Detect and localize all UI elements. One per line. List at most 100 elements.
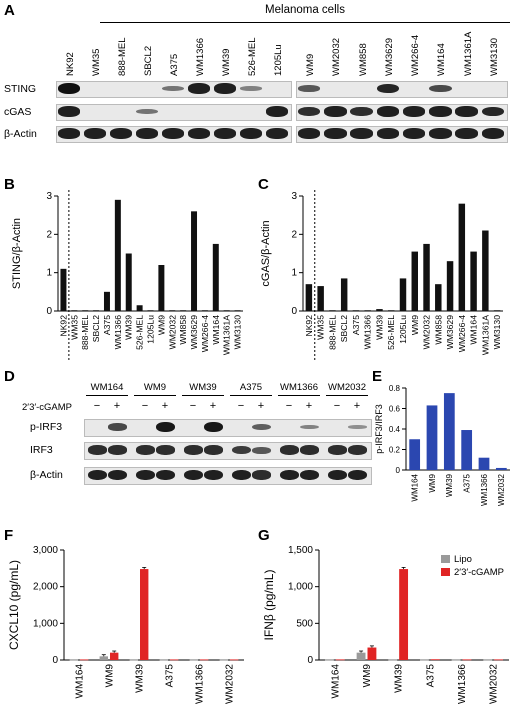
panel-a-blot: Melanoma cells NK92 WM35 888-MEL SBCL2 A375 W… — [0, 0, 520, 143]
band-actin-wm266-4 — [402, 128, 426, 139]
chart-g-ytick-label: 0 — [307, 655, 313, 666]
d-band-irf3-5 — [203, 445, 223, 455]
chart-c-xtick-label-wm35: WM35 — [316, 315, 326, 340]
band-sting-526-mel — [239, 86, 263, 91]
band-cgas-wm858 — [350, 106, 373, 117]
lane-label-nk92: NK92 — [65, 52, 76, 76]
d-band-actin-0 — [87, 469, 107, 481]
chart-b-ytick-label: 3 — [46, 191, 52, 202]
group-label-wm2032: WM2032 — [327, 382, 366, 393]
chart-b-bar-wm35 — [71, 310, 78, 312]
lane-label-1205lu: 1205Lu — [273, 44, 284, 76]
chart-g-xtick-label-a375: A375 — [425, 664, 436, 688]
chart-c-ylabel: cGAS/β-Actin — [260, 220, 272, 286]
band-actin-wm164 — [429, 128, 452, 139]
band-actin-wm39 — [213, 128, 237, 139]
chart-c-xtick-label-wm3130: WM3130 — [492, 315, 502, 350]
chart-f-bar-2-3-cgamp-wm2032 — [230, 659, 239, 661]
chart-f-bar-2-3-cgamp-wm39 — [140, 569, 149, 660]
d-band-actin-8 — [279, 469, 299, 481]
band-sting-wm3629 — [376, 83, 400, 94]
chart-b-bar-wm3130 — [234, 310, 241, 312]
chart-c-xtick-label-wm9: WM9 — [410, 315, 420, 335]
lane-label-wm266-4: WM266-4 — [410, 34, 422, 76]
group-label-wm9: WM9 — [143, 382, 167, 393]
chart-c-xtick-label-nk92: NK92 — [304, 315, 314, 337]
chart-e-xtick-label-a375: A375 — [462, 473, 471, 492]
chart-f-bar-2-3-cgamp-a375 — [170, 659, 179, 661]
chart-b-xtick-label-wm9: WM9 — [156, 315, 166, 335]
plus-sign-wm9: + — [161, 400, 169, 412]
chart-c-ytick-label: 2 — [291, 229, 297, 240]
chart-f-xtick-label-wm1366: WM1366 — [195, 664, 206, 704]
d-band-irf3-0 — [87, 445, 107, 455]
d-band-p-irf3-1 — [107, 423, 127, 431]
d-band-actin-6 — [231, 469, 251, 481]
chart-c-bar-sbcl2 — [340, 278, 348, 311]
chart-f-xtick-label-wm2032: WM2032 — [225, 664, 236, 704]
chart-c-bar-wm266-4 — [458, 203, 466, 311]
chart-g-legend-label-2-3-cgamp: 2′3′-cGAMP — [454, 567, 504, 578]
group-label-wm1366: WM1366 — [279, 382, 318, 393]
d-band-irf3-8 — [279, 445, 299, 455]
d-band-irf3-2 — [135, 445, 155, 455]
chart-b-bar-nk92 — [60, 268, 67, 311]
chart-c-bar-a375 — [352, 310, 360, 312]
chart-g-ylabel: IFNβ (pg/mL) — [262, 570, 276, 641]
chart-e-xtick-label-wm164: WM164 — [410, 473, 419, 501]
d-band-actin-7 — [251, 470, 271, 480]
header-bracket-line — [100, 22, 510, 23]
chart-g-legend-label-lipo: Lipo — [454, 554, 472, 565]
lane-label-888-mel: 888-MEL — [117, 37, 128, 76]
d-band-irf3-10 — [327, 445, 347, 455]
d-band-p-irf3-9 — [299, 424, 319, 430]
band-sting-wm164 — [429, 84, 452, 93]
chart-c-xtick-label-1205lu: 1205Lu — [398, 315, 408, 344]
d-band-p-irf3-3 — [155, 421, 175, 433]
panel-label-d: D — [4, 368, 15, 385]
chart-c-bar-526-mel — [388, 310, 395, 312]
chart-b-bar-526-mel — [136, 305, 143, 311]
d-band-p-irf3-5 — [203, 421, 223, 433]
chart-g-bar-2-3-cgamp-a375 — [430, 659, 440, 661]
band-actin-sbcl2 — [135, 128, 159, 139]
band-actin-wm1366 — [187, 128, 211, 139]
group-label-a375: A375 — [239, 382, 263, 393]
chart-c-bar-wm1366 — [364, 310, 371, 312]
chart-c-ytick-label: 1 — [291, 268, 297, 279]
chart-b-bar-wm39 — [125, 253, 132, 311]
chart-c-xtick-label-wm39: WM39 — [374, 315, 384, 340]
chart-f-xtick-label-wm39: WM39 — [135, 664, 146, 693]
chart-g-bar-lipo-wm9 — [356, 652, 366, 660]
lane-label-wm35: WM35 — [91, 48, 102, 76]
chart-c-xtick-label-wm266-4: WM266-4 — [457, 315, 467, 352]
chart-c-xtick-label-526-mel: 526-MEL — [386, 315, 396, 350]
chart-b-xtick-label-a375: A375 — [102, 315, 112, 335]
chart-g-ifnb: 0 500 1,000 1,500 IFNβ (pg/mL) WM164 WM9 WM39 A3… — [262, 545, 509, 704]
chart-f-bar-2-3-cgamp-wm164 — [80, 659, 89, 661]
lane-label-wm858: WM858 — [357, 43, 369, 76]
blot-strip-sting-2 — [296, 81, 508, 98]
plus-sign-a375: + — [257, 400, 265, 412]
panel-d-blot: WM164− + WM9− + WM39− + A375− + WM1366− + WM2032− +… — [0, 370, 372, 520]
band-cgas-wm2032 — [324, 106, 347, 117]
chart-b-xtick-label-1205lu: 1205Lu — [146, 315, 156, 344]
d-band-actin-11 — [347, 469, 367, 481]
chart-f-xtick-label-a375: A375 — [165, 664, 176, 688]
chart-b-xtick-label-wm1361a: WM1361A — [222, 315, 232, 355]
band-actin-nk92 — [57, 128, 81, 139]
chart-f-ylabel: CXCL10 (pg/mL) — [7, 560, 21, 650]
chart-c-xtick-label-wm1361a: WM1361A — [480, 315, 490, 355]
lane-label-wm164: WM164 — [436, 43, 448, 76]
lane-label-wm3629: WM3629 — [383, 37, 395, 76]
lane-label-wm2032: WM2032 — [331, 37, 343, 76]
lane-label-wm1366: WM1366 — [195, 37, 206, 76]
d-row-label-p-irf3: p-IRF3 — [30, 421, 63, 433]
d-blot-strip-p-irf3 — [84, 419, 372, 437]
panel-label-e: E — [372, 368, 383, 385]
chart-g-ytick-label: 500 — [296, 618, 313, 629]
chart-f-bar-lipo-wm164 — [69, 659, 78, 661]
d-row-label-actin: β-Actin — [30, 469, 63, 481]
chart-f-xtick-label-wm9: WM9 — [105, 664, 116, 688]
chart-g-bar-2-3-cgamp-wm164 — [335, 659, 345, 661]
